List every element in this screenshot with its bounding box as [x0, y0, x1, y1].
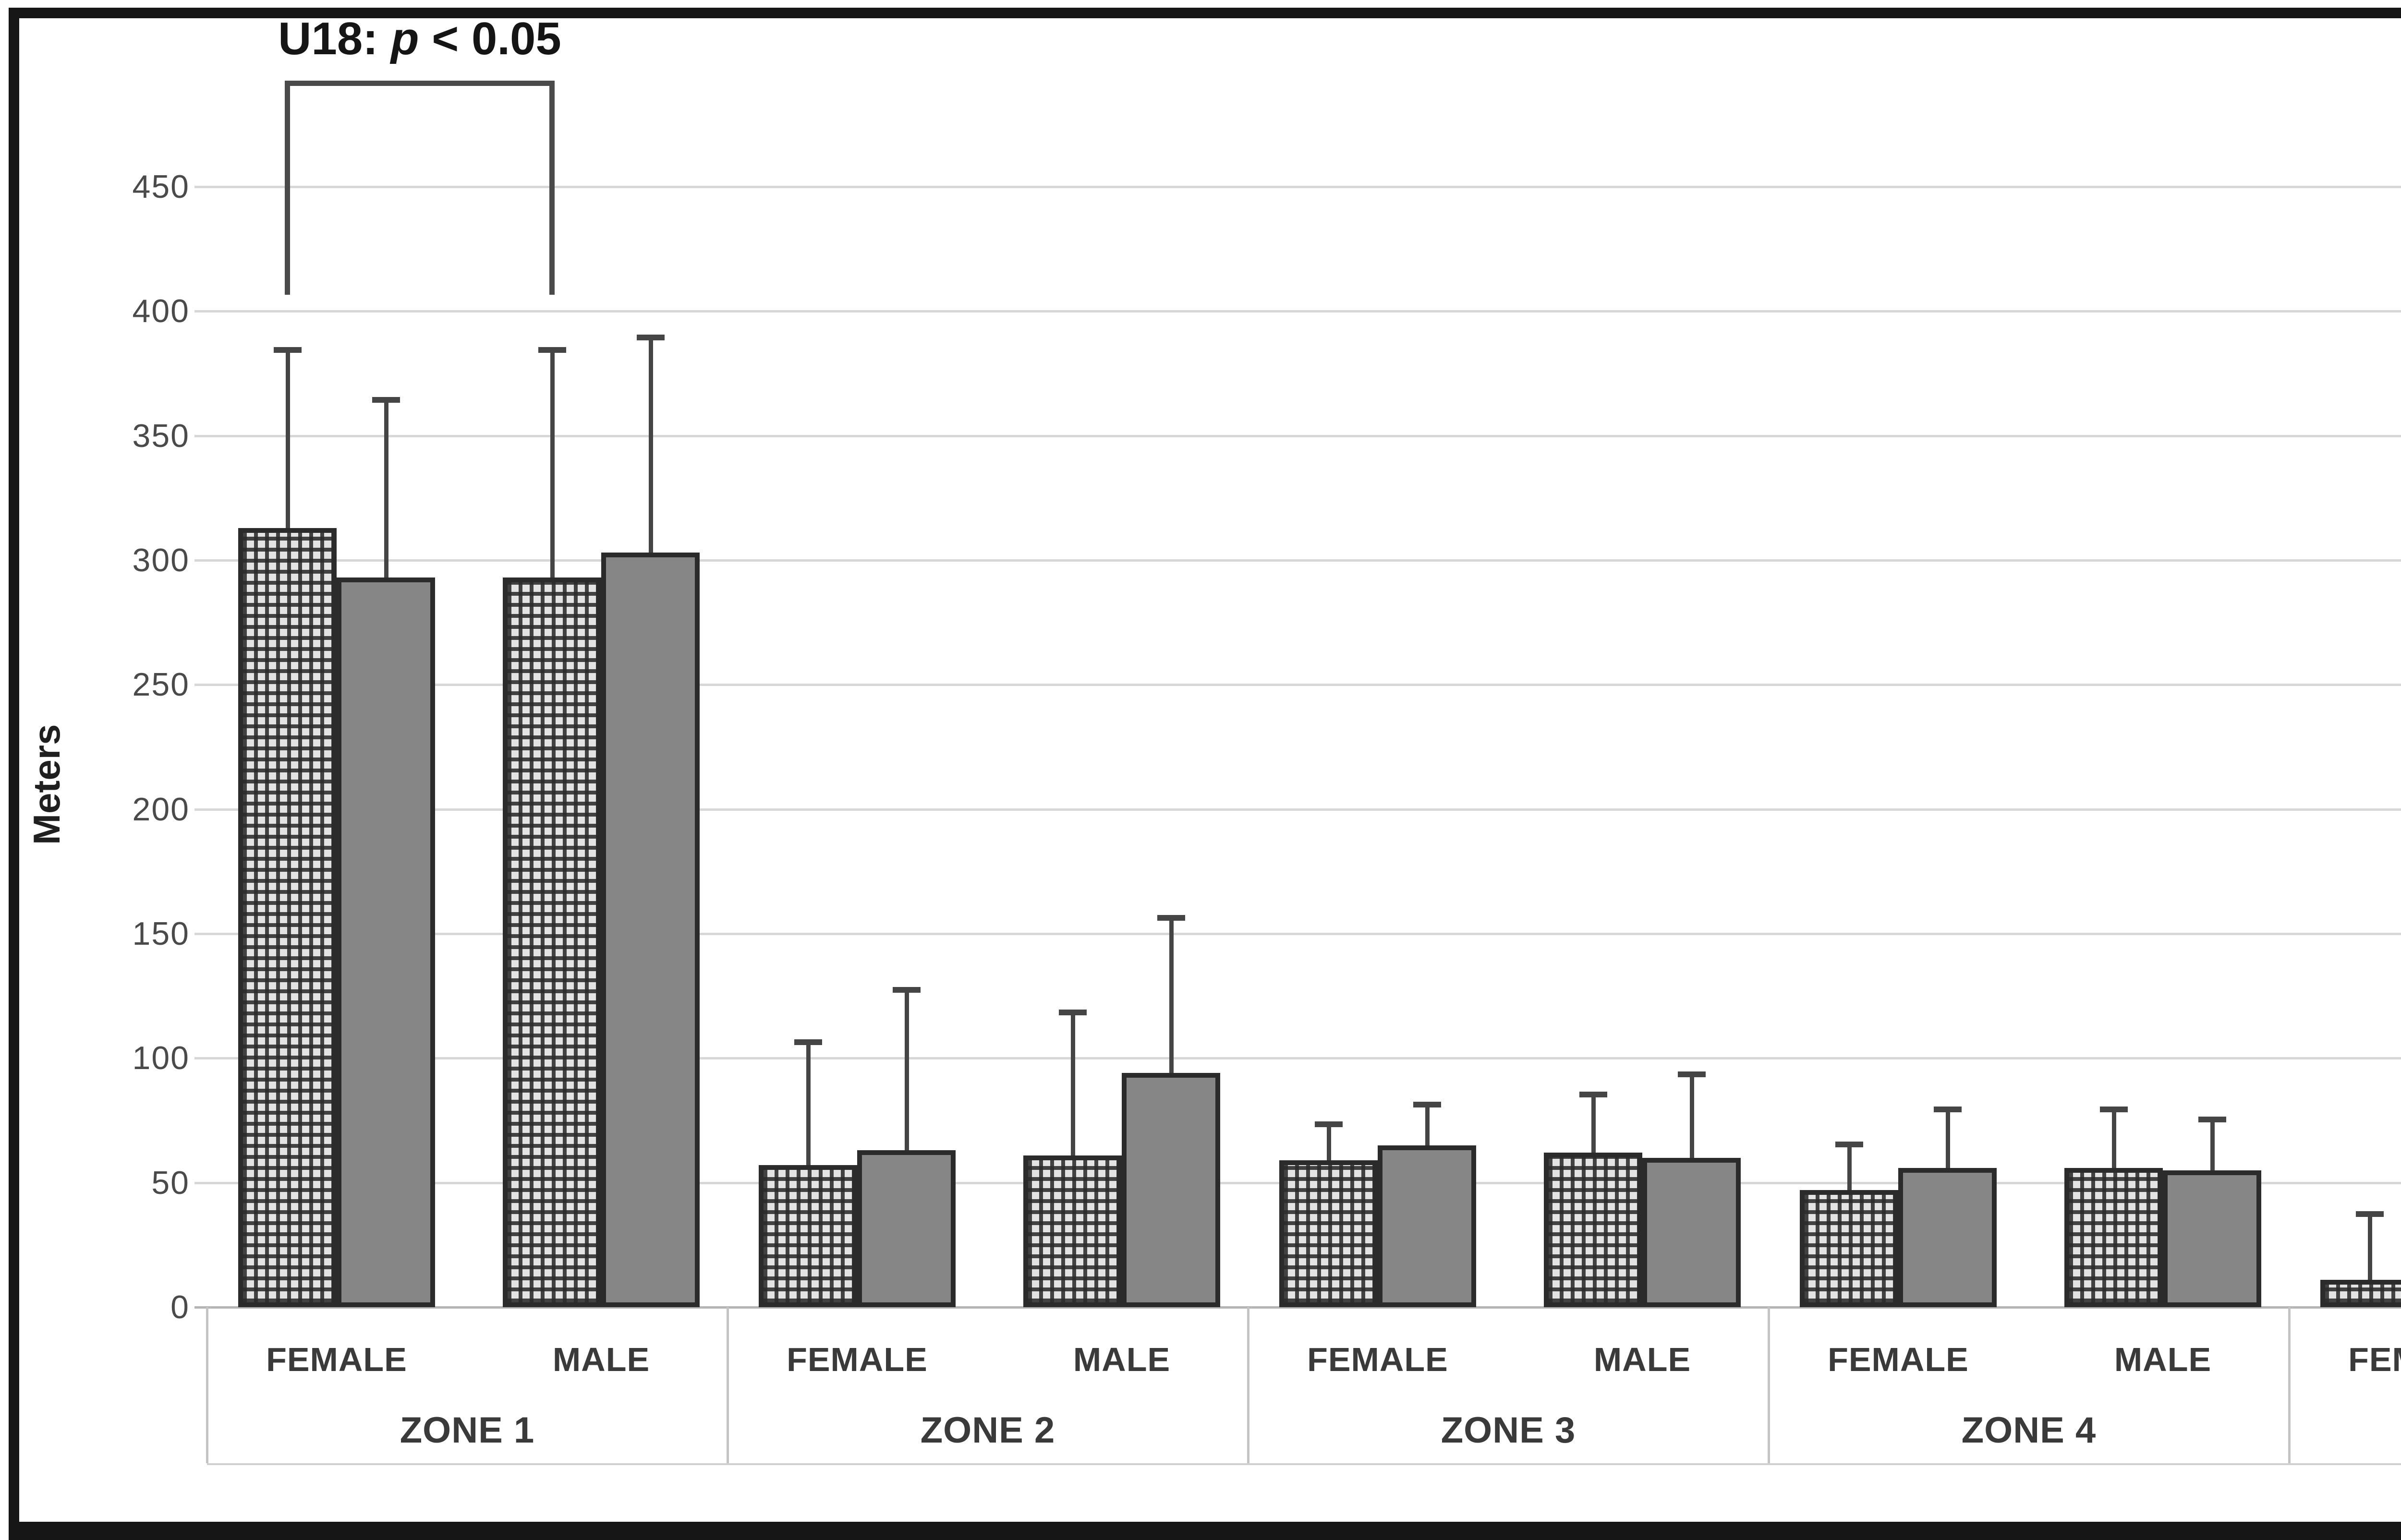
y-tick-label-200: 200	[132, 791, 190, 828]
error-cap-senior-zone4-male	[2198, 1116, 2226, 1122]
bar-u18-zone4-male	[2064, 1167, 2163, 1307]
bar-senior-zone2-female	[857, 1150, 956, 1307]
gridline-350	[194, 434, 2401, 437]
gridline-400	[194, 310, 2401, 313]
sex-label-zone3-male: MALE	[1593, 1341, 1691, 1378]
gridline-0	[194, 1306, 2401, 1309]
error-cap-senior-zone1-male	[636, 335, 665, 341]
zone-separator-2	[1247, 1307, 1249, 1463]
bar-u18-zone2-female	[759, 1165, 857, 1307]
gridline-450	[194, 186, 2401, 188]
error-cap-senior-zone3-male	[1677, 1071, 1706, 1078]
significance-text-suffix: < 0.05	[419, 13, 561, 64]
y-tick-label-300: 300	[132, 542, 190, 578]
sex-label-zone2-female: FEMALE	[787, 1341, 928, 1378]
significance-annotation: U18: p < 0.05	[194, 12, 645, 65]
error-whisker-senior-zone2-female	[904, 988, 909, 1151]
error-whisker-u18-zone2-male	[1070, 1011, 1075, 1155]
sex-label-zone3-female: FEMALE	[1307, 1341, 1448, 1378]
error-whisker-u18-zone5-female	[2367, 1212, 2372, 1280]
error-whisker-u18-zone4-female	[1847, 1143, 1852, 1191]
gridline-150	[194, 933, 2401, 935]
bar-senior-zone1-male	[601, 553, 700, 1307]
error-whisker-u18-zone3-female	[1326, 1123, 1331, 1160]
error-cap-u18-zone2-male	[1058, 1009, 1087, 1015]
bar-u18-zone5-female	[2320, 1279, 2401, 1307]
y-tick-label-150: 150	[132, 915, 190, 952]
zone-label-zone4: ZONE 4	[1961, 1410, 2097, 1451]
error-cap-u18-zone4-female	[1835, 1141, 1863, 1147]
y-tick-label-0: 0	[170, 1289, 190, 1325]
error-cap-u18-zone4-male	[2099, 1107, 2128, 1113]
bar-senior-zone4-female	[1898, 1167, 1997, 1307]
gridline-300	[194, 559, 2401, 562]
error-cap-u18-zone3-male	[1579, 1091, 1607, 1097]
error-whisker-senior-zone2-male	[1169, 916, 1174, 1073]
y-tick-label-450: 450	[132, 168, 190, 205]
error-whisker-senior-zone1-female	[384, 398, 388, 578]
sex-label-zone1-male: MALE	[552, 1341, 650, 1378]
zone-separator-1	[727, 1307, 729, 1463]
sex-label-zone5-female: FEMALE	[2348, 1341, 2401, 1378]
gridline-250	[194, 684, 2401, 686]
significance-text-prefix: U18:	[278, 13, 391, 64]
error-whisker-u18-zone1-female	[285, 349, 290, 528]
error-cap-senior-zone4-female	[1933, 1107, 1962, 1113]
error-cap-senior-zone1-female	[372, 397, 400, 403]
error-cap-senior-zone3-female	[1413, 1101, 1441, 1107]
bar-senior-zone3-female	[1378, 1145, 1476, 1307]
bar-senior-zone2-male	[1122, 1073, 1220, 1307]
error-cap-senior-zone2-female	[892, 987, 921, 993]
y-tick-label-100: 100	[132, 1040, 190, 1077]
zone-label-zone1: ZONE 1	[400, 1410, 535, 1451]
bar-senior-zone4-male	[2163, 1170, 2261, 1307]
significance-p-italic: p	[390, 13, 419, 64]
bar-u18-zone3-female	[1279, 1160, 1378, 1307]
sex-label-zone4-female: FEMALE	[1828, 1341, 1969, 1378]
bar-u18-zone2-male	[1023, 1155, 1122, 1307]
zone-separator-3	[1768, 1307, 1770, 1463]
y-tick-label-250: 250	[132, 666, 190, 703]
error-cap-u18-zone5-female	[2355, 1211, 2384, 1217]
error-whisker-u18-zone4-male	[2111, 1108, 2116, 1168]
gridline-200	[194, 808, 2401, 811]
significance-bracket	[285, 81, 555, 295]
error-cap-senior-zone2-male	[1157, 914, 1185, 921]
bar-u18-zone1-male	[503, 578, 601, 1307]
bar-u18-zone1-female	[238, 528, 337, 1307]
category-band-bottom-line	[207, 1463, 2401, 1465]
figure-border-frame	[9, 8, 2401, 1540]
zone-label-zone3: ZONE 3	[1441, 1410, 1576, 1451]
bar-u18-zone4-female	[1800, 1190, 1898, 1307]
sex-label-zone4-male: MALE	[2114, 1341, 2212, 1378]
error-whisker-senior-zone4-male	[2210, 1118, 2215, 1170]
bar-u18-zone3-male	[1544, 1153, 1642, 1307]
error-whisker-u18-zone3-male	[1591, 1093, 1596, 1153]
y-tick-label-400: 400	[132, 293, 190, 330]
error-whisker-senior-zone3-male	[1689, 1073, 1694, 1158]
bar-senior-zone3-male	[1642, 1157, 1741, 1307]
error-whisker-u18-zone1-male	[550, 349, 555, 578]
sex-label-zone1-female: FEMALE	[266, 1341, 407, 1378]
zone-separator-4	[2288, 1307, 2291, 1463]
error-cap-u18-zone3-female	[1314, 1121, 1343, 1128]
error-cap-u18-zone1-female	[273, 347, 302, 353]
zone-label-zone2: ZONE 2	[920, 1410, 1055, 1451]
sex-label-zone2-male: MALE	[1073, 1341, 1171, 1378]
zone-separator-0	[206, 1307, 208, 1463]
gridline-100	[194, 1057, 2401, 1060]
error-whisker-senior-zone4-female	[1945, 1108, 1950, 1168]
error-whisker-senior-zone1-male	[648, 336, 653, 553]
error-whisker-senior-zone3-female	[1425, 1103, 1430, 1145]
error-whisker-u18-zone2-female	[806, 1041, 811, 1166]
error-cap-u18-zone1-male	[538, 347, 566, 353]
bar-senior-zone1-female	[337, 578, 435, 1307]
y-tick-label-350: 350	[132, 417, 190, 454]
y-tick-label-50: 50	[151, 1164, 190, 1201]
error-cap-u18-zone2-female	[794, 1039, 822, 1046]
